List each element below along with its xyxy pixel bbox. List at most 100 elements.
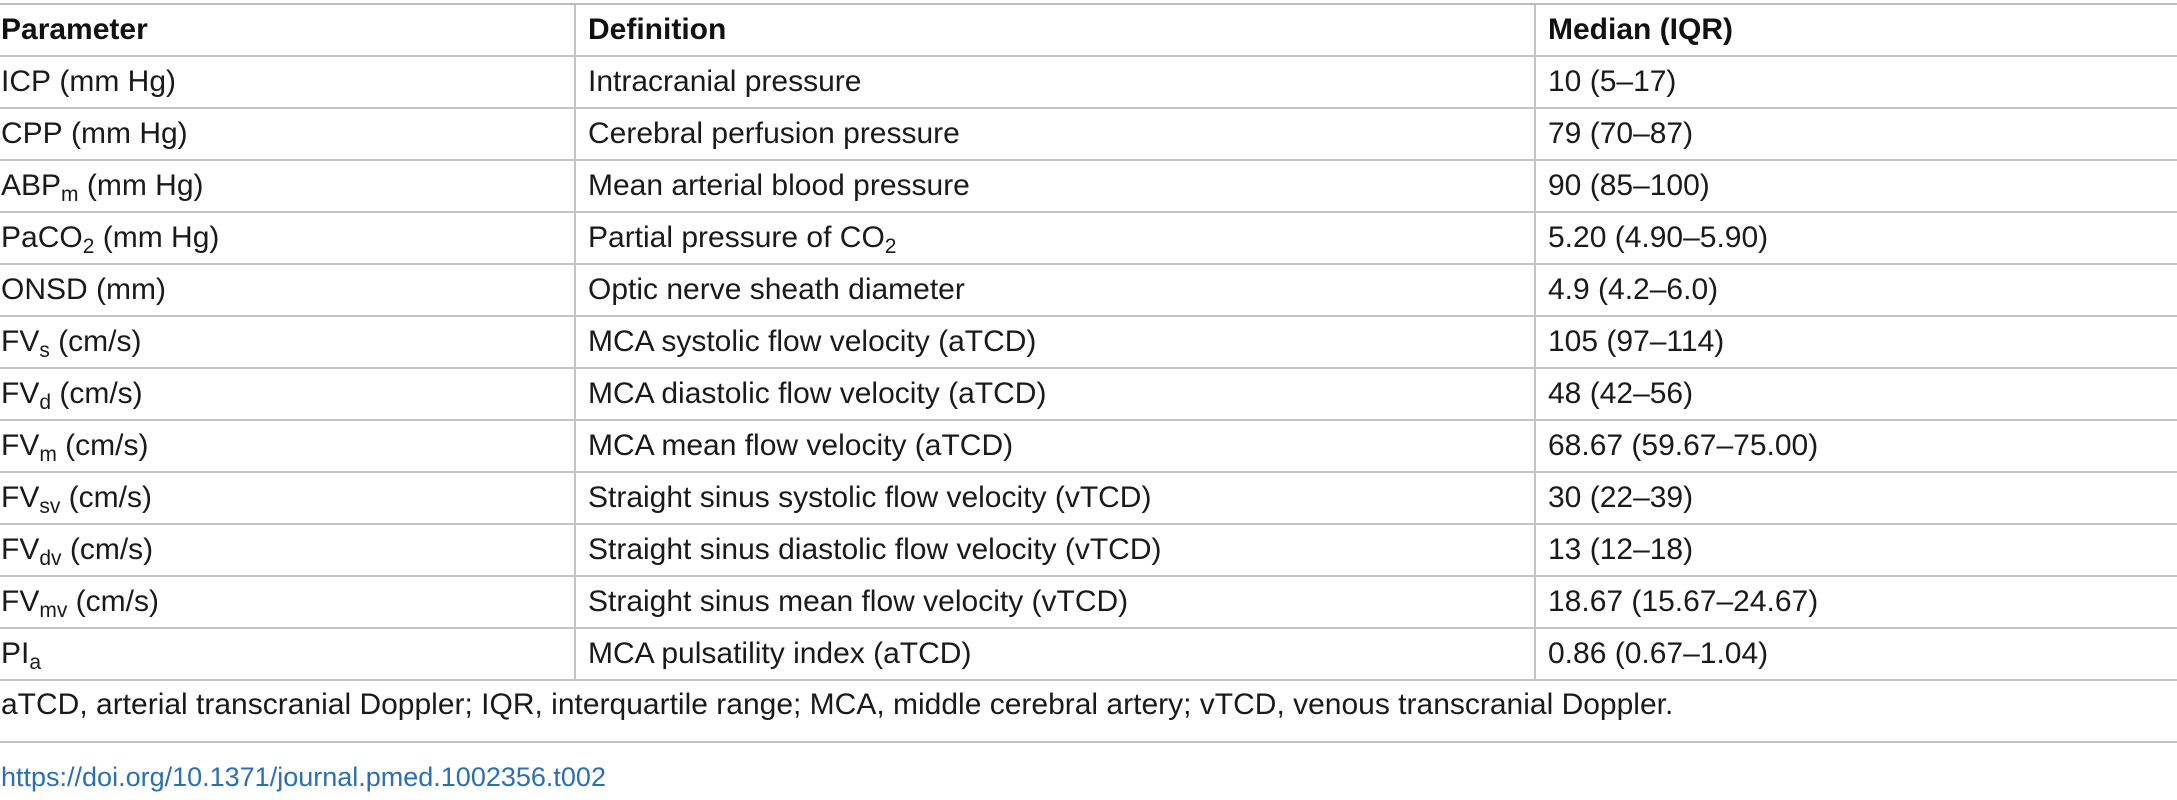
parameter-cell: PIa [0, 627, 575, 681]
cell-text: 79 (70–87) [1548, 117, 1694, 150]
parameter-cell: ICP (mm Hg) [0, 55, 575, 109]
doi-link[interactable]: https://doi.org/10.1371/journal.pmed.100… [1, 762, 606, 792]
parameter-cell: FVm (cm/s) [0, 419, 575, 473]
subscript-text: mv [39, 599, 68, 622]
subscript-text: sv [39, 495, 61, 518]
cell-text: 5.20 (4.90–5.90) [1548, 221, 1769, 254]
cell-text: (mm Hg) [78, 169, 204, 202]
cell-text: (cm/s) [49, 325, 142, 358]
parameter-cell: FVd (cm/s) [0, 367, 575, 421]
cell-text: 68.67 (59.67–75.00) [1548, 429, 1819, 462]
median-iqr-cell: 30 (22–39) [1534, 471, 2177, 525]
cell-text: FV [1, 585, 40, 618]
definition-cell: Straight sinus diastolic flow velocity (… [574, 523, 1535, 577]
parameter-cell: ABPm (mm Hg) [0, 159, 575, 213]
parameter-cell: CPP (mm Hg) [0, 107, 575, 161]
parameters-table: Parameter Definition Median (IQR) ICP (m… [0, 3, 2177, 681]
definition-cell: MCA systolic flow velocity (aTCD) [574, 315, 1535, 369]
cell-text: Straight sinus mean flow velocity (vTCD) [588, 585, 1129, 618]
cell-text: PaCO [1, 221, 83, 254]
cell-text: (mm Hg) [94, 221, 220, 254]
cell-text: Straight sinus diastolic flow velocity (… [588, 533, 1162, 566]
median-iqr-cell: 13 (12–18) [1534, 523, 2177, 577]
cell-text: MCA mean flow velocity (aTCD) [588, 429, 1014, 462]
table-row: FVsv (cm/s) Straight sinus systolic flow … [0, 471, 2177, 525]
parameter-cell: FVdv (cm/s) [0, 523, 575, 577]
cell-text: FV [1, 377, 40, 410]
cell-text: (cm/s) [61, 533, 154, 566]
median-iqr-cell: 4.9 (4.2–6.0) [1534, 263, 2177, 317]
table-row: PaCO2 (mm Hg) Partial pressure of CO2 5.20… [0, 211, 2177, 265]
footer-divider [0, 741, 2177, 743]
table-row: PIa MCA pulsatility index (aTCD) 0.86 (0.6… [0, 627, 2177, 681]
cell-text: Partial pressure of CO [588, 221, 885, 254]
subscript-text: 2 [82, 235, 95, 258]
parameter-cell: FVsv (cm/s) [0, 471, 575, 525]
subscript-text: 2 [884, 235, 897, 258]
table-row: ABPm (mm Hg) Mean arterial blood pressure… [0, 159, 2177, 213]
parameter-cell: FVmv (cm/s) [0, 575, 575, 629]
cell-text: MCA diastolic flow velocity (aTCD) [588, 377, 1047, 410]
median-iqr-cell: 18.67 (15.67–24.67) [1534, 575, 2177, 629]
table-row: FVs (cm/s) MCA systolic flow velocity (aT… [0, 315, 2177, 369]
table-row: FVd (cm/s) MCA diastolic flow velocity (a… [0, 367, 2177, 421]
median-iqr-cell: 79 (70–87) [1534, 107, 2177, 161]
definition-cell: Optic nerve sheath diameter [574, 263, 1535, 317]
cell-text: 105 (97–114) [1548, 325, 1725, 358]
cell-text: 90 (85–100) [1548, 169, 1710, 202]
cell-text: 30 (22–39) [1548, 481, 1694, 514]
cell-text: (cm/s) [56, 429, 149, 462]
header-parameter: Parameter [0, 3, 575, 57]
subscript-text: dv [39, 547, 62, 570]
table-row: ONSD (mm) Optic nerve sheath diameter 4.9 … [0, 263, 2177, 317]
cell-text: (mm) [87, 273, 166, 306]
cell-text: (mm Hg) [51, 65, 176, 98]
cell-text: 10 (5–17) [1548, 65, 1677, 98]
definition-cell: Intracranial pressure [574, 55, 1535, 109]
table-row: ICP (mm Hg) Intracranial pressure 10 (5–17… [0, 55, 2177, 109]
cell-text: Optic nerve sheath diameter [588, 273, 965, 306]
definition-cell: MCA mean flow velocity (aTCD) [574, 419, 1535, 473]
cell-text: ONSD [1, 273, 88, 306]
median-iqr-cell: 105 (97–114) [1534, 315, 2177, 369]
cell-text: PI [1, 637, 30, 670]
cell-text: Cerebral perfusion pressure [588, 117, 960, 150]
cell-text: FV [1, 533, 40, 566]
cell-text: FV [1, 325, 40, 358]
median-iqr-cell: 5.20 (4.90–5.90) [1534, 211, 2177, 265]
table-row: CPP (mm Hg) Cerebral perfusion pressure 79… [0, 107, 2177, 161]
median-iqr-cell: 0.86 (0.67–1.04) [1534, 627, 2177, 681]
cell-text: 48 (42–56) [1548, 377, 1694, 410]
cell-text: 18.67 (15.67–24.67) [1548, 585, 1819, 618]
parameter-cell: ONSD (mm) [0, 263, 575, 317]
subscript-text: m [61, 183, 79, 206]
cell-text: ABP [1, 169, 62, 202]
table-body: ICP (mm Hg) Intracranial pressure 10 (5–17… [0, 55, 2177, 681]
cell-text: FV [1, 481, 40, 514]
definition-cell: Straight sinus systolic flow velocity (v… [574, 471, 1535, 525]
definition-cell: Partial pressure of CO2 [574, 211, 1535, 265]
cell-text: 4.9 (4.2–6.0) [1548, 273, 1719, 306]
table-row: FVm (cm/s) MCA mean flow velocity (aTCD) 6… [0, 419, 2177, 473]
median-iqr-cell: 90 (85–100) [1534, 159, 2177, 213]
parameter-cell: PaCO2 (mm Hg) [0, 211, 575, 265]
cell-text: ICP [1, 65, 52, 98]
definition-cell: Mean arterial blood pressure [574, 159, 1535, 213]
cell-text: (cm/s) [67, 585, 159, 618]
cell-text: (mm Hg) [62, 117, 188, 150]
median-iqr-cell: 68.67 (59.67–75.00) [1534, 419, 2177, 473]
cell-text: Straight sinus systolic flow velocity (v… [588, 481, 1152, 514]
subscript-text: m [39, 443, 57, 466]
cell-text: (cm/s) [60, 481, 152, 514]
parameter-cell: FVs (cm/s) [0, 315, 575, 369]
definition-cell: MCA diastolic flow velocity (aTCD) [574, 367, 1535, 421]
cell-text: MCA pulsatility index (aTCD) [588, 637, 972, 670]
subscript-text: a [29, 651, 42, 674]
table-footnote: aTCD, arterial transcranial Doppler; IQR… [1, 688, 1674, 721]
cell-text: CPP [1, 117, 63, 150]
median-iqr-cell: 48 (42–56) [1534, 367, 2177, 421]
definition-cell: MCA pulsatility index (aTCD) [574, 627, 1535, 681]
header-median-iqr: Median (IQR) [1534, 3, 2177, 57]
cell-text: Intracranial pressure [588, 65, 862, 98]
